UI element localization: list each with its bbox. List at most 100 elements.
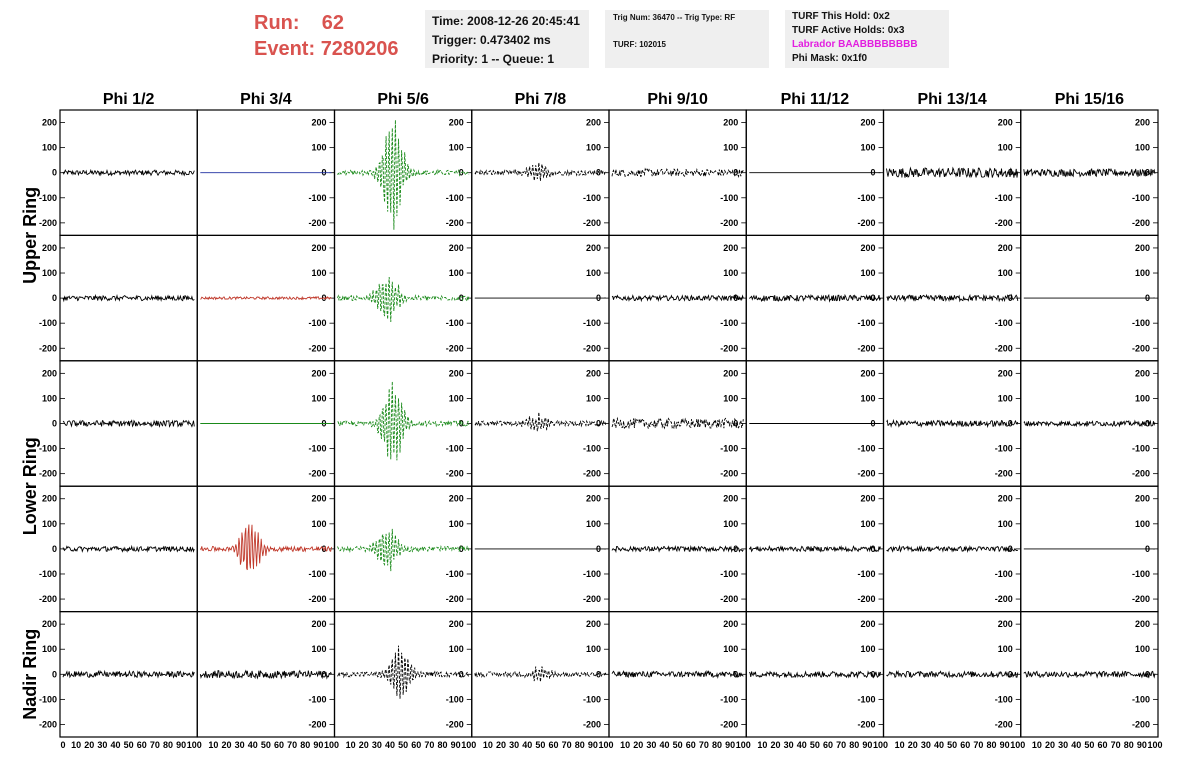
y-tick-label: 0 <box>459 293 464 303</box>
x-tick-label: 0 <box>60 740 65 750</box>
y-tick-label: 100 <box>311 393 326 403</box>
x-tick-label: 20 <box>770 740 780 750</box>
waveform-trace-1-6 <box>886 293 1019 303</box>
y-tick-label: 200 <box>998 494 1013 504</box>
y-tick-label: 100 <box>42 519 57 529</box>
x-tick-label: 50 <box>261 740 271 750</box>
y-tick-label: -200 <box>1132 343 1150 353</box>
panel-frame-4-7 <box>1020 610 1159 738</box>
priority-text: Priority: 1 -- Queue: 1 <box>432 52 555 66</box>
waveform-trace-2-0 <box>62 419 195 428</box>
waveform-trace-1-2 <box>337 276 470 323</box>
y-tick-label: -200 <box>995 343 1013 353</box>
y-tick-label: 100 <box>449 143 464 153</box>
turf-this-hold-text: TURF This Hold: 0x2 <box>792 11 890 22</box>
y-tick-label: -200 <box>995 218 1013 228</box>
column-header-2: Phi 5/6 <box>377 91 429 108</box>
y-tick-label: -200 <box>857 594 875 604</box>
waveform-trace-3-4 <box>611 544 744 554</box>
turf-info-box: TURF This Hold: 0x2 TURF Active Holds: 0… <box>785 10 949 68</box>
y-tick-label: 200 <box>723 619 738 629</box>
x-tick-label: 50 <box>673 740 683 750</box>
x-tick-label: 70 <box>973 740 983 750</box>
y-tick-label: 200 <box>723 118 738 128</box>
x-tick-label: 10 <box>483 740 493 750</box>
y-tick-label: -100 <box>39 694 57 704</box>
y-tick-label: 200 <box>1135 368 1150 378</box>
y-tick-label: -100 <box>720 444 738 454</box>
trig-info-box: Trig Num: 36470 -- Trig Type: RF TURF: 1… <box>605 10 769 68</box>
x-tick-label: 20 <box>908 740 918 750</box>
y-tick-label: -200 <box>308 218 326 228</box>
y-tick-label: 200 <box>860 243 875 253</box>
y-tick-label: 100 <box>42 644 57 654</box>
y-tick-label: -100 <box>308 694 326 704</box>
y-tick-label: -200 <box>39 218 57 228</box>
y-tick-label: -200 <box>308 594 326 604</box>
y-tick-label: 100 <box>311 519 326 529</box>
x-tick-label: 30 <box>1058 740 1068 750</box>
x-tick-label: 70 <box>699 740 709 750</box>
x-tick-label: 10 <box>1032 740 1042 750</box>
y-tick-label: -200 <box>583 343 601 353</box>
x-tick-label: 100 <box>873 740 888 750</box>
y-tick-label: -200 <box>1132 594 1150 604</box>
y-tick-label: 200 <box>586 243 601 253</box>
x-tick-label: 30 <box>509 740 519 750</box>
x-tick-label: 90 <box>1000 740 1010 750</box>
y-tick-label: 100 <box>1135 393 1150 403</box>
y-tick-label: 0 <box>870 293 875 303</box>
y-tick-label: 100 <box>1135 519 1150 529</box>
y-tick-label: 200 <box>311 619 326 629</box>
y-tick-label: 200 <box>449 368 464 378</box>
x-tick-label: 50 <box>947 740 957 750</box>
y-tick-label: 0 <box>1145 419 1150 429</box>
y-tick-label: 200 <box>586 619 601 629</box>
y-tick-label: -100 <box>1132 318 1150 328</box>
y-tick-label: 200 <box>1135 243 1150 253</box>
y-tick-label: 0 <box>870 544 875 554</box>
y-tick-label: 200 <box>311 118 326 128</box>
x-tick-label: 100 <box>1010 740 1025 750</box>
y-tick-label: 0 <box>1008 669 1013 679</box>
y-tick-label: 200 <box>586 494 601 504</box>
x-tick-label: 70 <box>287 740 297 750</box>
waveform-trace-4-4 <box>611 669 744 679</box>
x-tick-label: 20 <box>1045 740 1055 750</box>
x-tick-label: 20 <box>633 740 643 750</box>
y-tick-label: 0 <box>596 669 601 679</box>
y-tick-label: -100 <box>308 444 326 454</box>
x-tick-label: 80 <box>712 740 722 750</box>
y-tick-label: 100 <box>998 644 1013 654</box>
y-tick-label: 100 <box>449 393 464 403</box>
x-tick-label: 60 <box>823 740 833 750</box>
x-tick-label: 80 <box>163 740 173 750</box>
x-tick-label: 90 <box>1137 740 1147 750</box>
x-tick-label: 90 <box>451 740 461 750</box>
y-tick-label: 100 <box>586 143 601 153</box>
y-tick-label: -200 <box>720 469 738 479</box>
y-tick-label: -200 <box>583 719 601 729</box>
y-tick-label: -200 <box>995 594 1013 604</box>
column-header-6: Phi 13/14 <box>917 91 986 108</box>
waveform-trace-4-6 <box>886 669 1019 679</box>
y-tick-label: 0 <box>459 669 464 679</box>
y-tick-label: -100 <box>583 444 601 454</box>
y-tick-label: -100 <box>308 569 326 579</box>
y-tick-label: -200 <box>995 719 1013 729</box>
y-tick-label: 200 <box>449 494 464 504</box>
x-tick-label: 90 <box>176 740 186 750</box>
y-tick-label: -200 <box>857 218 875 228</box>
y-tick-label: -200 <box>1132 469 1150 479</box>
y-tick-label: -100 <box>308 318 326 328</box>
y-tick-label: -100 <box>39 444 57 454</box>
x-tick-label: 10 <box>346 740 356 750</box>
phi-mask-text: Phi Mask: 0x1f0 <box>792 53 868 64</box>
y-tick-label: -200 <box>857 343 875 353</box>
y-tick-label: 0 <box>52 544 57 554</box>
y-tick-label: -100 <box>720 694 738 704</box>
x-tick-label: 40 <box>1071 740 1081 750</box>
y-tick-label: -100 <box>583 694 601 704</box>
panel-frame-2-4 <box>608 360 747 487</box>
y-tick-label: -200 <box>39 469 57 479</box>
